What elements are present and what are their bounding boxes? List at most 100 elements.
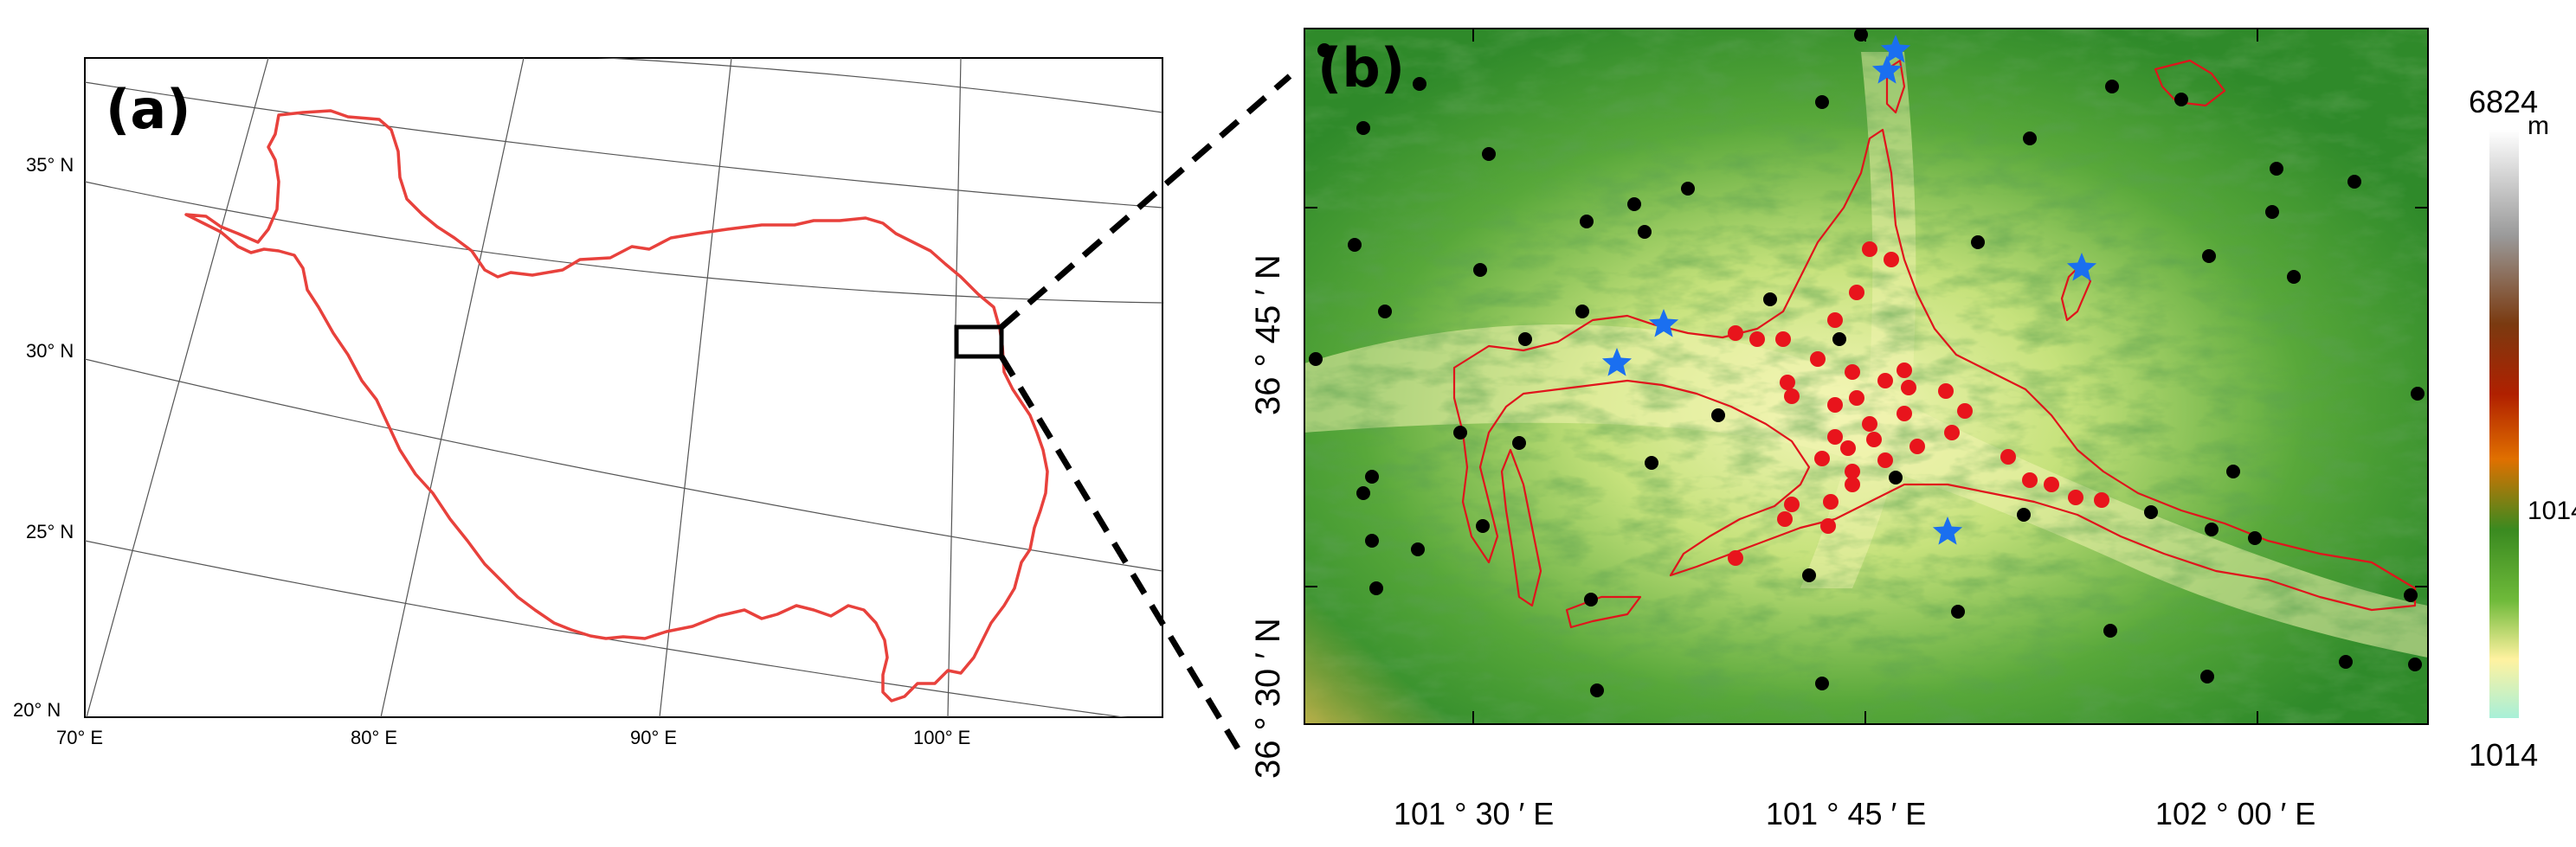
black-marker (2270, 162, 2283, 176)
black-marker (2347, 175, 2361, 189)
black-marker (2404, 588, 2418, 602)
plateau-boundary (184, 109, 1049, 703)
colorbar-gradient (2489, 130, 2519, 718)
lat-line-30 (85, 181, 1162, 304)
black-marker (1815, 677, 1829, 690)
red-marker (1909, 439, 1925, 454)
lon-label-102-00: 102 ° 00 ′ E (2155, 796, 2315, 831)
red-marker (1814, 451, 1830, 466)
study-area-box (954, 324, 1004, 359)
red-marker (2068, 490, 2083, 505)
lat-label-30: 30° N (26, 340, 74, 362)
black-marker (1482, 147, 1496, 161)
black-marker (1627, 197, 1641, 211)
black-marker (1378, 305, 1392, 318)
black-marker (2408, 658, 2422, 671)
lon-line-100 (947, 58, 962, 717)
panel-b-ticks (1304, 29, 2428, 724)
red-marker (1810, 351, 1826, 367)
red-marker (1784, 497, 1800, 512)
basin-outline-n (1885, 59, 1906, 114)
red-marker (1849, 285, 1864, 300)
black-marker (1815, 95, 1829, 109)
colorbar-min-label: 1014 (2469, 737, 2538, 773)
lat-line-20 (85, 540, 1128, 717)
red-marker (1827, 429, 1843, 445)
basin-outline-s (1565, 595, 1642, 629)
red-marker (1877, 373, 1893, 388)
red-marker (1884, 252, 1899, 267)
blue-star-markers (1601, 35, 2097, 545)
panel-a-frame (84, 57, 1163, 718)
black-marker (1365, 534, 1379, 548)
lat-label-36-45: 36 ° 45 ′ N (1249, 254, 1287, 415)
black-marker (1369, 581, 1383, 595)
lon-label-70: 70° E (56, 727, 103, 748)
red-marker (1777, 511, 1793, 527)
lon-label-101-30: 101 ° 30 ′ E (1394, 796, 1554, 831)
colorbar-unit: m (2528, 112, 2549, 140)
star-marker (1880, 35, 1911, 63)
red-marker (1862, 241, 1877, 257)
red-marker (2044, 477, 2059, 492)
red-marker (1749, 331, 1765, 347)
colorbar-max-label: 6824 (2469, 84, 2538, 119)
star-marker (1648, 309, 1679, 337)
black-marker (1584, 593, 1598, 606)
black-marker (2248, 531, 2262, 545)
panel-a: 35° N 30° N 25° N 20° N 70° E 80° E 90° … (13, 57, 1163, 748)
basin-outline-main (1452, 128, 2417, 612)
lat-line-40 (596, 58, 1162, 113)
red-marker (1845, 477, 1860, 492)
red-marker (1840, 440, 1856, 456)
star-marker (1601, 348, 1633, 376)
zoom-line-top (999, 74, 1292, 330)
black-marker (2200, 670, 2214, 683)
red-marker (1866, 432, 1882, 447)
basin-outline-ne (2154, 59, 2226, 107)
black-marker (1356, 486, 1370, 500)
red-marker (1784, 388, 1800, 404)
black-marker (1590, 683, 1604, 697)
black-marker (1453, 426, 1467, 440)
red-marker (1728, 325, 1743, 341)
black-marker (1413, 77, 1426, 91)
black-marker (1854, 28, 1868, 42)
black-marker (1348, 238, 1362, 252)
black-marker (2103, 624, 2117, 638)
panel-b: (b) 101 ° 30 ′ E 101 ° 45 ′ E 102 ° 00 ′… (1249, 28, 2576, 831)
red-marker (1938, 383, 1954, 399)
black-marker (1832, 332, 1846, 346)
black-marker (1518, 332, 1532, 346)
black-marker (1317, 43, 1331, 57)
black-marker (1575, 305, 1589, 318)
star-marker (1932, 517, 1963, 545)
black-marker (2226, 465, 2240, 478)
panel-a-graticule (85, 58, 1162, 717)
black-marker (1476, 519, 1490, 533)
lat-label-36-30: 36 ° 30 ′ N (1249, 618, 1287, 779)
black-marker (1638, 225, 1652, 239)
black-marker (2202, 249, 2216, 263)
black-marker (2017, 508, 2031, 522)
red-marker (2000, 449, 2016, 465)
lon-label-80: 80° E (351, 727, 397, 748)
red-marker (1775, 331, 1791, 347)
black-marker (1711, 408, 1725, 422)
red-marker (1820, 518, 1836, 534)
lat-line-35 (85, 81, 1162, 209)
black-marker (1802, 568, 1816, 582)
red-marker (2022, 472, 2038, 488)
lon-line-80 (380, 58, 525, 717)
red-markers (1728, 241, 2109, 566)
red-marker (1897, 406, 1912, 421)
black-marker (2023, 132, 2037, 145)
black-marker (1681, 182, 1695, 196)
black-marker (1889, 471, 1903, 484)
black-marker (1971, 235, 1985, 249)
black-marker (1512, 436, 1526, 450)
red-marker (1957, 403, 1973, 419)
black-marker (2339, 655, 2353, 669)
red-marker (1845, 364, 1860, 380)
black-marker (1473, 263, 1487, 277)
